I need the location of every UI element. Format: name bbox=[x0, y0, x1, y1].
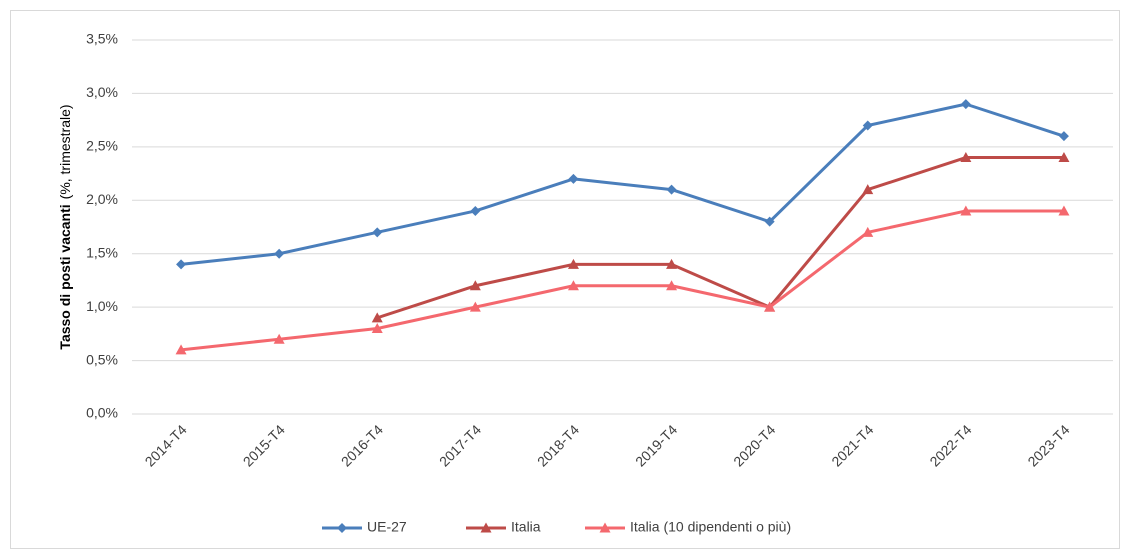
y-tick-label: 2,0% bbox=[86, 191, 118, 207]
y-label: Tasso di posti vacanti bbox=[57, 204, 73, 349]
marker bbox=[1058, 152, 1070, 163]
marker bbox=[480, 522, 492, 533]
marker bbox=[862, 226, 874, 237]
marker bbox=[960, 205, 972, 216]
marker bbox=[960, 152, 972, 163]
marker bbox=[568, 173, 579, 184]
y-tick-label: 1,0% bbox=[86, 298, 118, 314]
marker bbox=[371, 323, 383, 334]
y-label-note: (%, trimestrale) bbox=[57, 104, 73, 199]
marker bbox=[372, 227, 383, 238]
y-tick-label: 2,5% bbox=[86, 138, 118, 154]
marker bbox=[470, 205, 481, 216]
marker bbox=[1058, 205, 1070, 216]
marker bbox=[273, 333, 285, 344]
marker bbox=[764, 216, 775, 227]
series-line bbox=[376, 156, 1064, 320]
legend-label: Italia bbox=[511, 519, 541, 535]
legend-label: Italia (10 dipendenti o più) bbox=[630, 519, 791, 535]
series-line bbox=[180, 209, 1064, 352]
marker bbox=[599, 522, 611, 533]
marker bbox=[175, 344, 187, 355]
y-tick-label: 0,5% bbox=[86, 351, 118, 367]
y-tick-label: 3,0% bbox=[86, 84, 118, 100]
marker bbox=[666, 258, 678, 269]
marker bbox=[469, 280, 481, 291]
marker bbox=[176, 259, 187, 270]
marker bbox=[764, 301, 776, 312]
series-line bbox=[180, 102, 1065, 266]
chart-frame bbox=[10, 10, 1120, 549]
marker bbox=[960, 99, 971, 110]
marker bbox=[469, 301, 481, 312]
marker bbox=[337, 523, 347, 533]
marker bbox=[862, 184, 874, 195]
y-tick-label: 1,5% bbox=[86, 244, 118, 260]
marker bbox=[567, 258, 579, 269]
y-axis-title: Tasso di posti vacanti (%, trimestrale) bbox=[57, 104, 73, 349]
marker bbox=[274, 248, 285, 259]
legend-label: UE-27 bbox=[367, 519, 407, 535]
marker bbox=[371, 312, 383, 323]
marker bbox=[567, 280, 579, 291]
marker bbox=[666, 184, 677, 195]
y-tick-label: 0,0% bbox=[86, 405, 118, 421]
marker bbox=[862, 120, 873, 131]
marker bbox=[1058, 131, 1069, 142]
y-tick-label: 3,5% bbox=[86, 31, 118, 47]
marker bbox=[666, 280, 678, 291]
